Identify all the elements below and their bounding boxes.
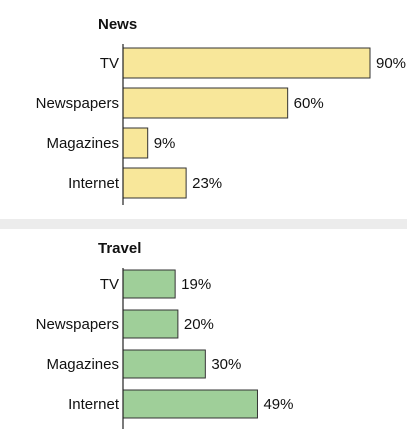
- news-value-label-internet: 23%: [192, 175, 222, 192]
- travel-bar-newspapers: [122, 309, 179, 339]
- news-chart-panel: News TV 90% Newspapers 60% Magazines 9% Intern…: [0, 0, 407, 219]
- travel-chart-panel: Travel TV 19% Newspapers 20% Magazines 30% Int…: [0, 229, 407, 440]
- travel-bar-tv: [122, 269, 176, 299]
- news-category-label-internet: Internet: [68, 175, 120, 192]
- travel-bar-internet: [122, 389, 258, 419]
- news-category-label-tv: TV: [100, 55, 119, 72]
- news-value-label-newspapers: 60%: [294, 95, 324, 112]
- news-category-label-newspapers: Newspapers: [36, 95, 119, 112]
- travel-category-label-internet: Internet: [68, 396, 120, 413]
- news-value-label-tv: 90%: [376, 55, 406, 72]
- news-bar-newspapers: [122, 87, 289, 119]
- travel-chart-title: Travel: [98, 240, 141, 257]
- news-value-label-magazines: 9%: [154, 135, 176, 152]
- news-category-label-magazines: Magazines: [46, 135, 119, 152]
- news-chart-title: News: [98, 16, 137, 33]
- travel-bar-magazines: [122, 349, 206, 379]
- travel-value-label-magazines: 30%: [211, 356, 241, 373]
- travel-category-label-tv: TV: [100, 276, 119, 293]
- travel-category-label-magazines: Magazines: [46, 356, 119, 373]
- travel-value-label-tv: 19%: [181, 276, 211, 293]
- news-bar-magazines: [122, 127, 149, 159]
- news-bar-tv: [122, 47, 371, 79]
- travel-chart: Travel TV 19% Newspapers 20% Magazines 30% Int…: [36, 240, 294, 429]
- travel-category-label-newspapers: Newspapers: [36, 316, 119, 333]
- news-chart: News TV 90% Newspapers 60% Magazines 9% Intern…: [36, 16, 406, 205]
- travel-value-label-internet: 49%: [263, 396, 293, 413]
- news-bar-internet: [122, 167, 187, 199]
- travel-value-label-newspapers: 20%: [184, 316, 214, 333]
